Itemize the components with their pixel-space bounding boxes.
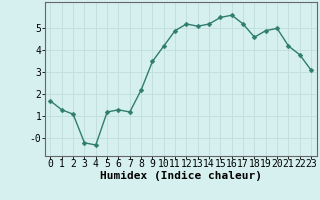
X-axis label: Humidex (Indice chaleur): Humidex (Indice chaleur) bbox=[100, 171, 262, 181]
